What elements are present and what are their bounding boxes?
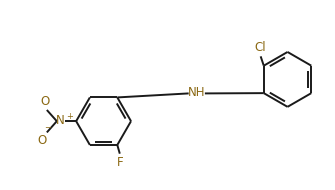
Text: F: F: [117, 156, 123, 169]
Text: O: O: [40, 95, 50, 108]
Text: Cl: Cl: [254, 41, 266, 55]
Text: N: N: [56, 114, 65, 127]
Text: +: +: [66, 112, 73, 121]
Text: O: O: [37, 134, 47, 147]
Text: NH: NH: [188, 86, 206, 99]
Text: −: −: [44, 124, 51, 133]
